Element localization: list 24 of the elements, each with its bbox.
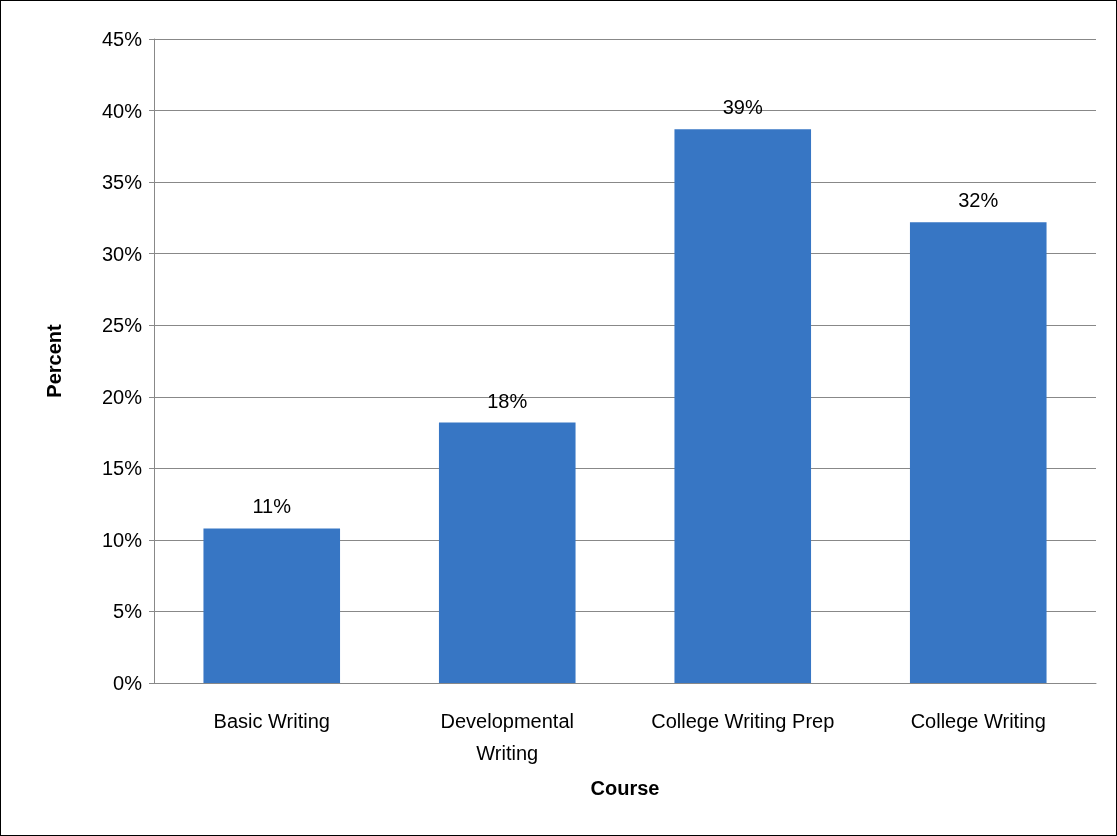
x-tick-label: College Writing [910,710,1046,732]
y-tick-label: 10% [101,528,143,551]
bar [203,528,341,683]
y-axis-title: Percent [43,323,65,398]
x-tick-label: Basic Writing [213,710,330,732]
y-tick-label: 5% [113,600,143,623]
y-tick-label: 15% [101,457,143,480]
x-axis-title: Course [590,777,660,799]
y-tick-label: 30% [101,242,143,265]
y-tick-label: 40% [101,99,143,122]
x-tick-label: Developmental Writing [440,710,574,764]
bar [438,422,576,683]
bar [909,222,1047,683]
data-label: 39% [722,96,763,119]
x-tick-label: College Writing Prep [651,710,835,732]
data-label: 32% [958,189,999,212]
y-tick-label: 20% [101,385,143,408]
data-label: 18% [487,389,528,412]
bar [674,129,812,683]
y-tick-label: 45% [101,28,143,50]
y-tick-label: 35% [101,171,143,194]
data-label: 11% [252,495,292,518]
y-tick-label: 0% [113,672,143,694]
y-tick-label: 25% [101,314,143,337]
